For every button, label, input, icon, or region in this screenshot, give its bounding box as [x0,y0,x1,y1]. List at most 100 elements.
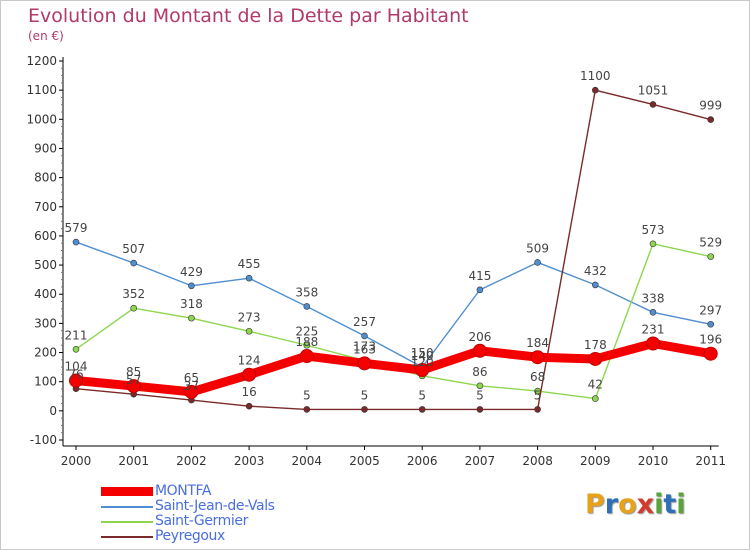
data-label: 415 [468,269,491,283]
data-point [245,327,253,335]
y-tick-label: 1000 [26,112,57,126]
brand-letter: i [676,489,686,520]
data-point [707,116,715,123]
legend-label: Saint-Jean-de-Vals [155,498,275,514]
x-tick-label: 2002 [176,454,207,468]
data-point [649,240,657,248]
y-tick-label: 600 [34,229,57,243]
data-label: 507 [122,242,145,256]
data-point [649,309,657,316]
data-point [591,395,599,402]
data-point [707,253,715,260]
data-label: 150 [411,346,434,360]
x-tick-label: 2006 [407,454,438,468]
data-label: 338 [642,291,665,305]
x-tick-label: 2005 [349,454,380,468]
data-label: 57 [126,373,141,387]
x-tick-label: 2000 [61,454,92,468]
data-label: 65 [184,371,199,385]
data-label: 163 [353,342,376,356]
data-point [357,356,372,371]
data-label: 178 [584,338,607,352]
x-tick-label: 2009 [580,454,611,468]
data-point [245,274,253,282]
data-point [649,101,657,108]
data-point [303,406,311,413]
data-label: 455 [238,257,261,271]
data-label: 225 [295,324,318,338]
data-point [72,346,80,353]
chart-title: Evolution du Montant de la Dette par Hab… [28,5,469,27]
data-point [703,346,718,361]
legend-item: Peyregoux [101,529,275,544]
data-label: 358 [295,285,318,299]
y-tick-label: -100 [30,433,57,447]
data-point [591,281,599,289]
data-point [476,382,484,390]
data-label: 68 [530,370,545,384]
brand-logo: Proxiti [585,489,686,520]
y-tick-label: 400 [34,287,57,301]
data-point [707,320,715,328]
legend: MONTFA Saint-Jean-de-Vals Saint-Germier Pey… [101,484,275,544]
data-label: 257 [353,315,376,329]
brand-letter: P [585,489,605,520]
data-label: 5 [361,388,369,402]
data-label: 42 [588,378,603,392]
data-point [303,341,311,349]
data-point [534,259,541,266]
brand-letter: o [618,489,637,520]
data-label: 297 [699,303,722,317]
data-point [242,367,257,382]
data-point [361,406,368,413]
data-point [361,332,368,340]
legend-swatch [101,535,153,538]
y-tick-label: 800 [34,171,57,185]
x-tick-label: 2011 [695,454,726,468]
data-label: 573 [642,223,665,237]
x-tick-label: 2008 [522,454,553,468]
data-label: 16 [241,385,256,399]
data-label: 211 [65,328,88,342]
data-label: 529 [699,236,722,250]
legend-swatch [101,520,153,523]
data-label: 1051 [638,83,669,97]
y-tick-label: 200 [34,346,57,360]
data-label: 432 [584,264,607,278]
series-line-saint-jean-de-vals [75,241,712,368]
data-label: 140 [411,349,434,363]
data-label: 352 [122,287,145,301]
data-label: 5 [418,388,426,402]
data-label: 173 [353,339,376,353]
data-point [126,379,141,394]
data-label: 1100 [580,69,611,83]
legend-swatch [101,487,153,496]
series-line-montfa [71,339,716,397]
data-label: 124 [238,354,261,368]
data-point [245,402,253,410]
data-label: 5 [303,388,311,402]
series-line-saint-germier [75,243,712,400]
data-label: 999 [699,99,722,113]
brand-letter: t [663,489,677,520]
legend-swatch [101,505,153,508]
data-label: 104 [65,360,88,374]
data-point [130,304,137,312]
data-point [188,314,195,322]
data-point [184,384,199,399]
data-label: 579 [65,221,88,235]
brand-letter: i [654,489,664,520]
data-label: 429 [180,265,203,279]
y-tick-label: 500 [34,258,57,272]
legend-label: Saint-Germier [155,513,248,529]
data-point [299,349,314,364]
data-point [591,86,599,94]
data-label: 273 [238,310,261,324]
series-line-peyregoux [75,89,712,411]
data-label: 37 [184,379,199,393]
data-label: 120 [411,355,434,369]
data-point [472,343,487,358]
y-tick-label: 1200 [26,54,57,68]
